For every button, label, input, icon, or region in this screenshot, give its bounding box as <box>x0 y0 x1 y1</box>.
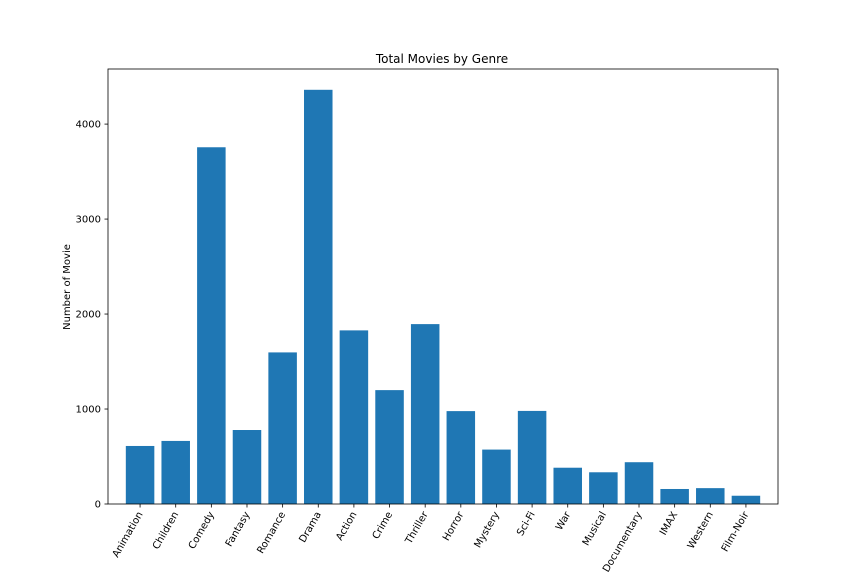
bar-romance <box>268 352 297 504</box>
y-axis-ticks: 0 1000 2000 3000 4000 <box>76 120 108 511</box>
y-tick-label: 4000 <box>76 120 101 131</box>
bar-imax <box>660 488 689 504</box>
x-tick-label: Mystery <box>473 510 502 550</box>
bar-crime <box>375 390 404 504</box>
bar-fantasy <box>232 430 262 504</box>
x-tick-label: Documentary <box>601 510 645 574</box>
y-axis-label: Number of Movie <box>62 244 73 330</box>
bar-musical <box>589 472 618 504</box>
x-tick-label: War <box>554 509 574 532</box>
bar-drama <box>304 89 333 505</box>
x-tick-label: Drama <box>297 510 323 545</box>
bars-group <box>125 89 761 505</box>
x-axis-ticks: Animation Children Comedy Fantasy Romance Dra… <box>111 504 752 574</box>
bar-sci-fi <box>517 410 547 504</box>
x-tick-label: Children <box>151 510 181 552</box>
x-tick-label: Musical <box>581 510 609 548</box>
x-tick-label: Western <box>686 510 716 551</box>
x-tick-label: Sci-Fi <box>515 510 538 538</box>
y-tick-label: 0 <box>95 500 101 511</box>
y-tick-label: 1000 <box>76 405 101 416</box>
bar-war <box>553 467 582 504</box>
x-tick-label: Thriller <box>403 509 431 547</box>
chart-title: Total Movies by Genre <box>375 52 508 66</box>
bar-western <box>696 488 725 504</box>
x-tick-label: Crime <box>371 510 395 541</box>
x-tick-label: Action <box>334 510 359 543</box>
bar-mystery <box>482 449 511 504</box>
plot-frame <box>107 68 779 505</box>
x-tick-label: Comedy <box>187 510 217 551</box>
x-tick-label: Animation <box>111 510 146 560</box>
x-tick-label: Horror <box>441 509 467 543</box>
bar-documentary <box>624 462 654 504</box>
bar-horror <box>446 411 476 504</box>
y-tick-label: 2000 <box>76 310 101 321</box>
bar-children <box>161 440 190 504</box>
y-tick-label: 3000 <box>76 215 101 226</box>
x-tick-label: Film-Noir <box>720 509 752 554</box>
bar-action <box>339 330 369 504</box>
bar-film-noir <box>731 495 761 504</box>
bar-comedy <box>197 147 226 504</box>
x-tick-label: Romance <box>255 510 288 556</box>
bar-thriller <box>410 324 440 504</box>
x-tick-label: Fantasy <box>224 510 253 549</box>
x-tick-label: IMAX <box>658 510 680 538</box>
bar-animation <box>125 445 155 504</box>
